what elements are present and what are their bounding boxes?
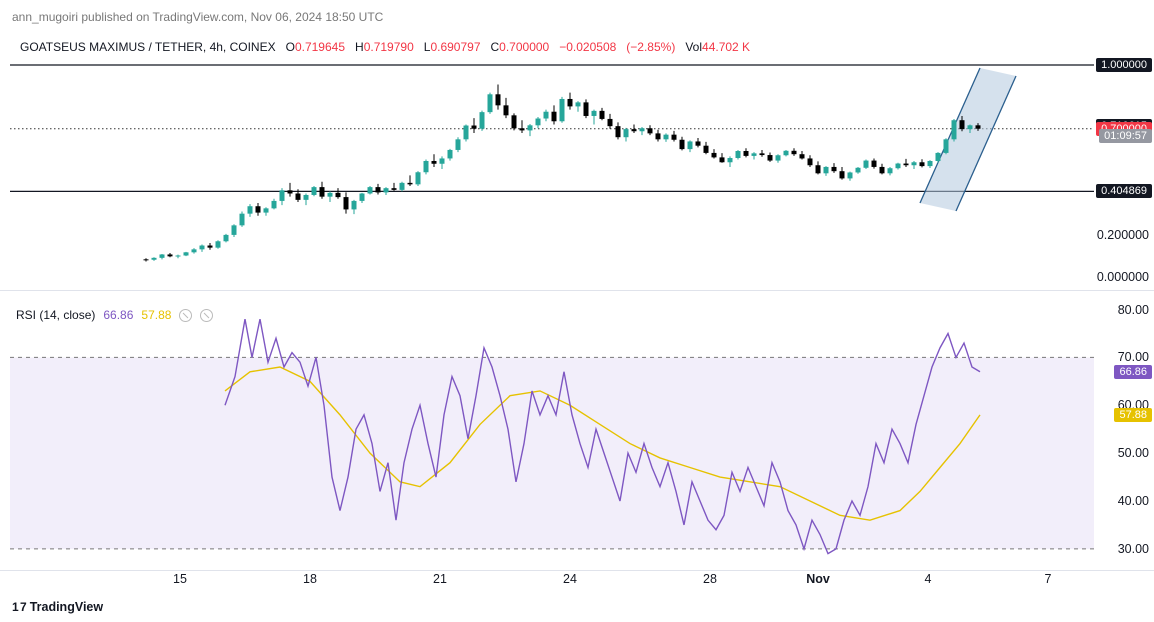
tv-logo-text: TradingView xyxy=(30,600,103,614)
tv-logo-icon: 1 7 xyxy=(12,600,26,614)
price-chart-panel[interactable]: 0.0000000.2000001.0000001.0000000.710615… xyxy=(10,48,1094,288)
time-axis: 1518212428Nov47 xyxy=(10,572,1094,592)
rsi-panel[interactable]: RSI (14, close) 66.86 57.88 30.0040.0050… xyxy=(10,300,1094,568)
publisher-line: ann_mugoiri published on TradingView.com… xyxy=(12,10,383,24)
tradingview-attribution: 1 7 TradingView xyxy=(12,600,103,614)
